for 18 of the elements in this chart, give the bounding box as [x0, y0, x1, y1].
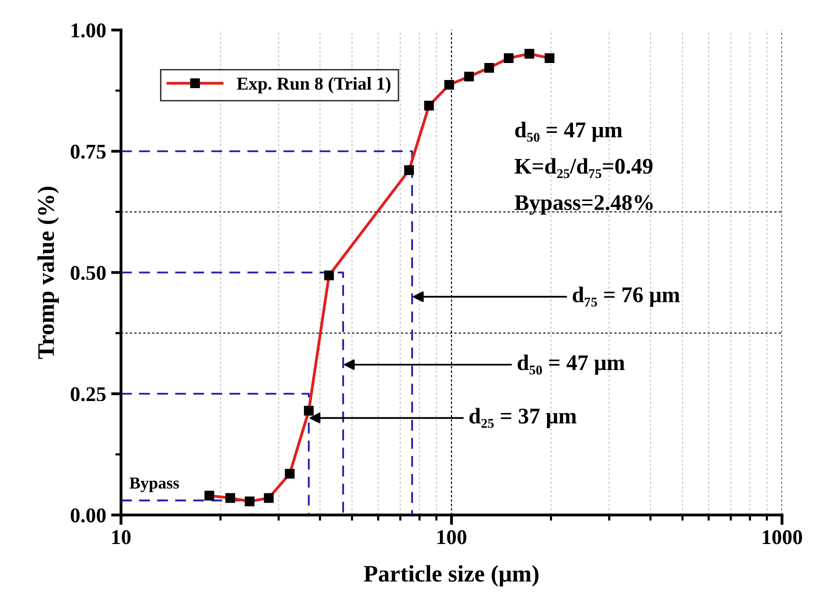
y-axis-title: Tromp value (%): [37, 186, 59, 359]
x-tick-label: 1000: [762, 530, 802, 544]
x-tick-label: 100: [438, 530, 466, 544]
y-tick-label: 0.25: [70, 387, 106, 402]
annotation: K=d₂₅/d₇₅=0.49: [514, 158, 653, 178]
legend-label: Exp. Run 8 (Trial 1): [236, 77, 390, 94]
y-tick-label: 1.00: [72, 23, 106, 38]
annotation: d₂₅ = 37 μm: [469, 408, 576, 428]
x-axis-title: Particle size (μm): [364, 565, 538, 587]
y-tick-label: 0.00: [70, 508, 106, 523]
annotation: Bypass=2.48%: [514, 195, 653, 215]
annotation: d₅₀ = 47 μm: [518, 354, 625, 375]
annotation: Bypass: [130, 478, 179, 492]
y-tick-label: 0.75: [70, 144, 106, 159]
x-tick-label: 10: [112, 530, 131, 544]
y-tick-label: 0.50: [70, 266, 106, 280]
annotation: d₇₅ = 76 μm: [572, 286, 680, 307]
annotation: d₅₀ = 47 μm: [515, 122, 622, 142]
